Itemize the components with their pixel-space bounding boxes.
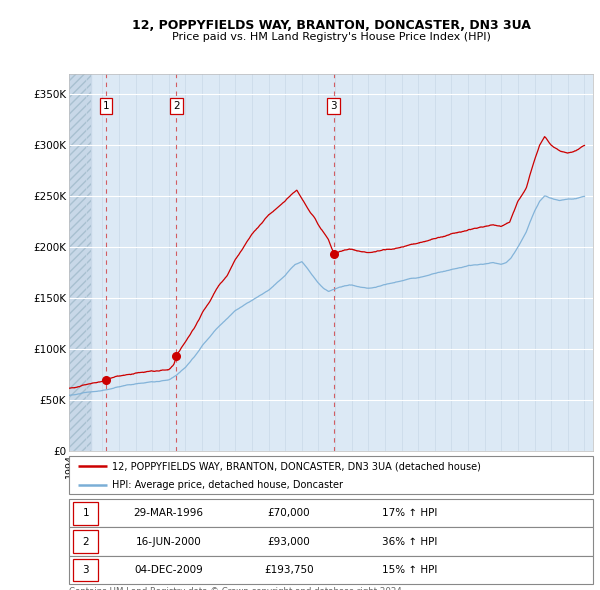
Text: Price paid vs. HM Land Registry's House Price Index (HPI): Price paid vs. HM Land Registry's House … — [172, 32, 491, 42]
Text: 2: 2 — [82, 537, 89, 546]
Text: 29-MAR-1996: 29-MAR-1996 — [134, 509, 203, 518]
Bar — [69, 74, 91, 451]
Text: £93,000: £93,000 — [268, 537, 310, 546]
Text: 12, POPPYFIELDS WAY, BRANTON, DONCASTER, DN3 3UA: 12, POPPYFIELDS WAY, BRANTON, DONCASTER,… — [132, 19, 530, 32]
Text: HPI: Average price, detached house, Doncaster: HPI: Average price, detached house, Donc… — [112, 480, 343, 490]
Text: 2: 2 — [173, 101, 180, 111]
Text: 3: 3 — [82, 565, 89, 575]
Text: 04-DEC-2009: 04-DEC-2009 — [134, 565, 203, 575]
Text: 1: 1 — [82, 509, 89, 518]
Text: 36% ↑ HPI: 36% ↑ HPI — [382, 537, 437, 546]
FancyBboxPatch shape — [69, 556, 593, 584]
Text: 17% ↑ HPI: 17% ↑ HPI — [382, 509, 437, 518]
Text: £70,000: £70,000 — [268, 509, 310, 518]
FancyBboxPatch shape — [69, 456, 593, 494]
FancyBboxPatch shape — [69, 527, 593, 556]
Text: 15% ↑ HPI: 15% ↑ HPI — [382, 565, 437, 575]
FancyBboxPatch shape — [73, 502, 98, 525]
FancyBboxPatch shape — [73, 559, 98, 581]
Text: 3: 3 — [331, 101, 337, 111]
FancyBboxPatch shape — [73, 530, 98, 553]
Text: 16-JUN-2000: 16-JUN-2000 — [136, 537, 202, 546]
Text: Contains HM Land Registry data © Crown copyright and database right 2024.: Contains HM Land Registry data © Crown c… — [69, 587, 404, 590]
Text: 12, POPPYFIELDS WAY, BRANTON, DONCASTER, DN3 3UA (detached house): 12, POPPYFIELDS WAY, BRANTON, DONCASTER,… — [112, 461, 481, 471]
FancyBboxPatch shape — [69, 499, 593, 527]
Text: £193,750: £193,750 — [264, 565, 314, 575]
Text: 1: 1 — [103, 101, 110, 111]
Bar — [69, 74, 91, 451]
